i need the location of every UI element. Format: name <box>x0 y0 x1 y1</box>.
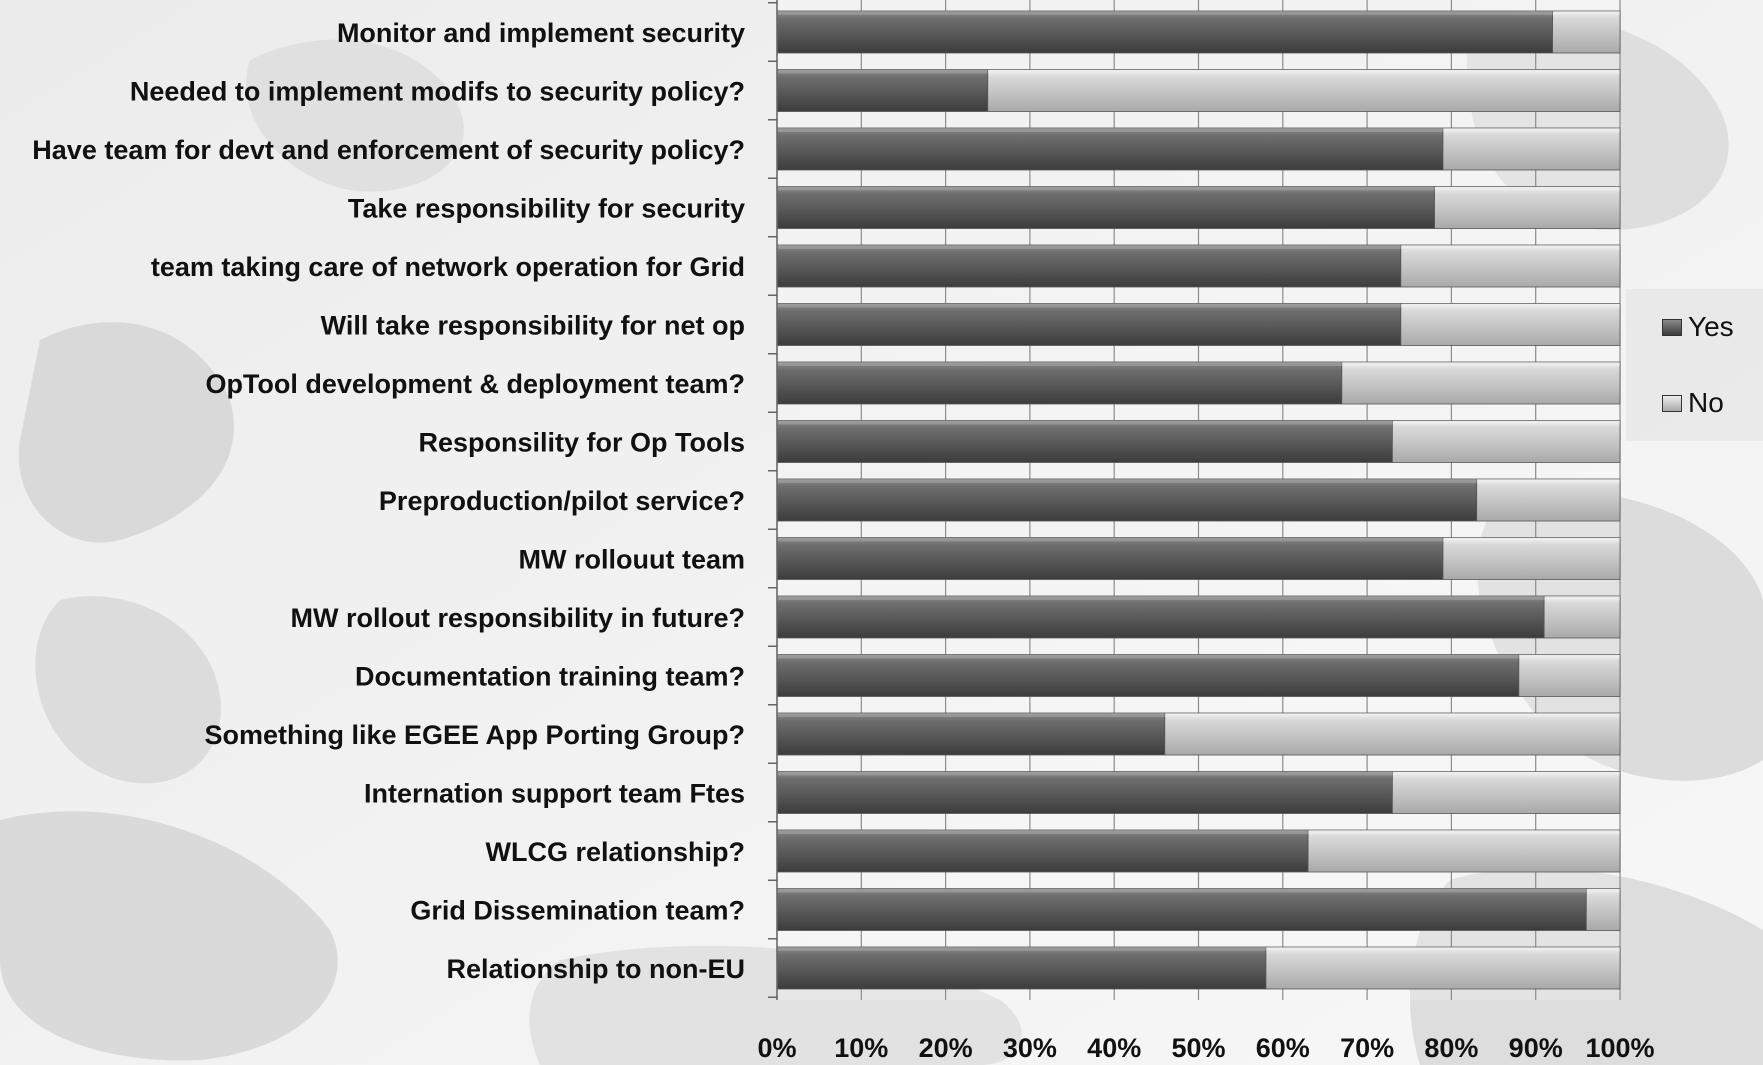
bar-yes <box>776 69 989 112</box>
category-label: WLCG relationship? <box>486 837 746 867</box>
x-tick-label: 0% <box>757 1033 796 1063</box>
x-tick-label: 70% <box>1340 1033 1394 1063</box>
bar-no <box>1391 771 1621 814</box>
bar-no <box>1543 595 1621 639</box>
x-tick-label: 60% <box>1256 1033 1310 1063</box>
bar-yes <box>776 595 1545 639</box>
x-tick-label: 40% <box>1087 1033 1141 1063</box>
bar-highlight <box>777 362 1620 366</box>
bar-yes <box>776 946 1267 990</box>
bar-highlight <box>777 128 1620 132</box>
legend-swatch-no <box>1662 394 1682 412</box>
bar-no <box>1341 361 1621 405</box>
bar-yes <box>776 771 1393 814</box>
category-label: Relationship to non-EU <box>447 954 745 984</box>
category-label: Monitor and implement security <box>337 18 745 48</box>
category-label: Grid Dissemination team? <box>410 896 745 926</box>
x-tick-label: 80% <box>1424 1033 1478 1063</box>
x-tick-label: 100% <box>1585 1033 1654 1063</box>
bar-highlight <box>777 479 1620 483</box>
legend-swatch-yes <box>1662 318 1682 336</box>
bar-yes <box>776 127 1444 171</box>
bar-yes <box>776 478 1478 522</box>
bar-highlight <box>777 830 1620 834</box>
bar-yes <box>776 888 1587 931</box>
bar-no <box>987 69 1621 112</box>
category-label: MW rollouut team <box>519 545 745 575</box>
category-label: MW rollout responsibility in future? <box>291 603 745 633</box>
bar-yes <box>776 712 1166 756</box>
bar-no <box>1518 654 1621 697</box>
category-label: Have team for devt and enforcement of se… <box>32 135 745 165</box>
bar-yes <box>776 303 1402 346</box>
bar-yes <box>776 420 1393 463</box>
category-label: Needed to implement modifs to security p… <box>130 77 745 107</box>
bar-highlight <box>777 713 1620 717</box>
legend-item-yes: Yes <box>1662 310 1734 344</box>
bar-no <box>1442 127 1621 171</box>
bar-no <box>1434 186 1621 229</box>
axes <box>768 0 778 1000</box>
bar-highlight <box>777 186 1620 191</box>
bar-highlight <box>777 947 1620 951</box>
bar-no <box>1307 829 1621 873</box>
x-tick-label: 30% <box>1003 1033 1057 1063</box>
category-label: Take responsibility for security <box>348 194 745 224</box>
x-tick-label: 10% <box>834 1033 888 1063</box>
bar-no <box>1164 712 1621 756</box>
bar-no <box>1476 478 1621 522</box>
bar-no <box>1585 888 1621 931</box>
category-label: Internation support team Ftes <box>364 779 745 809</box>
bar-no <box>1442 537 1621 580</box>
bars-group <box>776 10 1621 990</box>
x-tick-label: 90% <box>1509 1033 1563 1063</box>
category-label: Responsility for Op Tools <box>418 428 745 458</box>
bar-highlight <box>777 11 1620 15</box>
bar-yes <box>776 654 1520 697</box>
bar-yes <box>776 537 1444 580</box>
bar-no <box>1265 946 1621 990</box>
category-label: Documentation training team? <box>355 662 745 692</box>
bar-highlight <box>777 537 1620 542</box>
x-tick-label: 20% <box>919 1033 973 1063</box>
legend-label-no: No <box>1688 387 1724 418</box>
bar-no <box>1391 420 1621 463</box>
bar-highlight <box>777 888 1620 893</box>
bar-yes <box>776 361 1343 405</box>
bar-yes <box>776 186 1435 229</box>
x-tick-labels: 0% 10% 20% 30% 40% 50% 60% 70% 80% 90% 100% <box>757 1033 1654 1063</box>
bar-yes <box>776 10 1553 54</box>
legend: Yes No <box>1626 289 1763 441</box>
bar-yes <box>776 244 1402 288</box>
bar-highlight <box>777 245 1620 249</box>
bar-highlight <box>777 596 1620 600</box>
legend-label-yes: Yes <box>1688 311 1734 342</box>
bar-highlight <box>777 654 1620 659</box>
category-label: Will take responsibility for net op <box>321 311 745 341</box>
bar-highlight <box>777 303 1620 308</box>
bar-highlight <box>777 69 1620 74</box>
bar-yes <box>776 829 1309 873</box>
bar-highlight <box>777 420 1620 425</box>
category-label: team taking care of network operation fo… <box>151 252 745 282</box>
legend-item-no: No <box>1662 386 1724 420</box>
bar-no <box>1400 244 1621 288</box>
category-labels: Monitor and implement security Needed to … <box>32 18 745 984</box>
bar-no <box>1400 303 1621 346</box>
bar-highlight <box>777 771 1620 776</box>
category-label: Something like EGEE App Porting Group? <box>204 720 745 750</box>
x-tick-label: 50% <box>1171 1033 1225 1063</box>
category-label: Preproduction/pilot service? <box>379 486 745 516</box>
category-label: OpTool development & deployment team? <box>205 369 745 399</box>
bar-no <box>1552 10 1621 54</box>
